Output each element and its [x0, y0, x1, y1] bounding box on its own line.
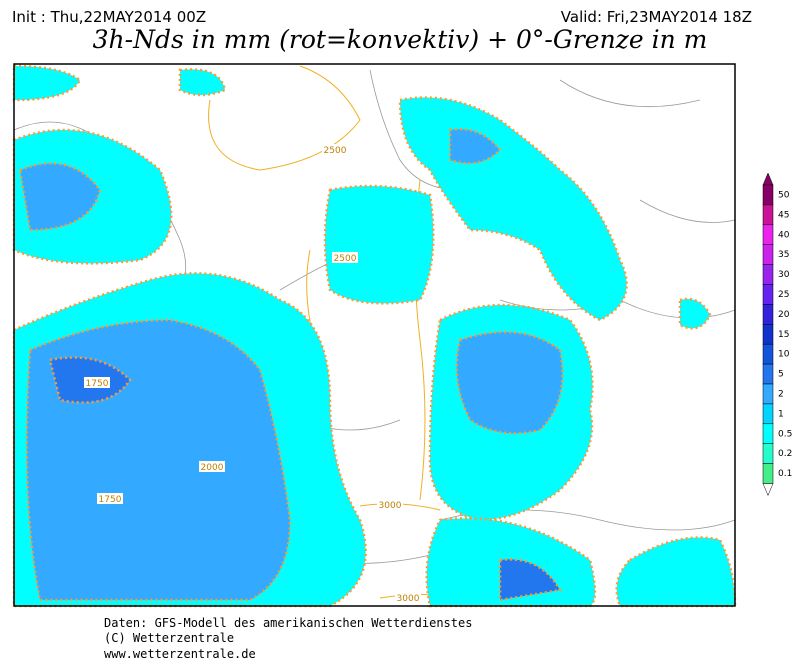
contour-label: 2500 [324, 146, 347, 156]
footer-url: www.wetterzentrale.de [104, 647, 256, 661]
legend-label: 0.2 [778, 449, 792, 459]
footer-copyright: (C) Wetterzentrale [104, 631, 234, 645]
legend-swatch [762, 443, 774, 464]
legend-swatch [762, 244, 774, 265]
contour-label-box [97, 493, 123, 504]
legend-swatch [762, 423, 774, 444]
legend-swatch [762, 264, 774, 285]
init-time: Init : Thu,22MAY2014 00Z [12, 8, 206, 26]
contour-label: 3000 [397, 594, 420, 604]
contour-label: 3000 [379, 501, 402, 511]
legend-label: 25 [778, 290, 789, 300]
contour-label: 2500 [334, 254, 357, 264]
contour-label-box [377, 499, 403, 510]
contour-label-box [322, 144, 348, 155]
color-legend: 50 45 40 35 30 25 20 15 10 5 2 1 0.5 0.2 0.1 [762, 172, 792, 497]
contour-label-box [395, 592, 421, 603]
legend-label: 45 [778, 210, 789, 220]
contour-label: 1750 [99, 495, 122, 505]
legend-label: 20 [778, 310, 790, 320]
legend-label: 40 [778, 230, 790, 240]
contour-label-box [84, 377, 110, 388]
contour-label: 1750 [86, 379, 109, 389]
legend-swatch [762, 184, 774, 206]
legend-label: 50 [778, 191, 790, 201]
legend-swatch [762, 403, 774, 425]
legend-swatch [762, 324, 774, 345]
legend-bottom-cap [762, 483, 774, 497]
contour-label-box [332, 252, 358, 263]
legend-swatch [762, 284, 774, 305]
legend-swatch [762, 304, 774, 325]
footer-source: Daten: GFS-Modell des amerikanischen Wet… [104, 616, 472, 630]
valid-time: Valid: Fri,23MAY2014 18Z [561, 8, 752, 26]
contour-label: 2000 [201, 463, 224, 473]
legend-swatch [762, 204, 774, 226]
legend-label: 30 [778, 270, 790, 280]
legend-swatch [762, 343, 774, 365]
contour-label-box [199, 461, 225, 472]
legend-swatch [762, 224, 774, 245]
legend-label: 5 [778, 370, 784, 380]
legend-swatch [762, 463, 774, 484]
legend-label: 15 [778, 330, 789, 340]
legend-label: 10 [778, 350, 790, 360]
legend-label: 35 [778, 250, 789, 260]
legend-label: 0.1 [778, 469, 792, 479]
map: 2500 2500 1750 2000 1750 3000 3000 [12, 63, 737, 608]
legend-label: 0.5 [778, 429, 792, 439]
legend-swatch [762, 363, 774, 385]
map-title: 3h-Nds in mm (rot=konvektiv) + 0°-Grenze… [93, 25, 708, 54]
legend-swatch [762, 383, 774, 405]
legend-label: 2 [778, 390, 784, 400]
legend-top-cap [762, 172, 774, 186]
legend-label: 1 [778, 409, 784, 419]
